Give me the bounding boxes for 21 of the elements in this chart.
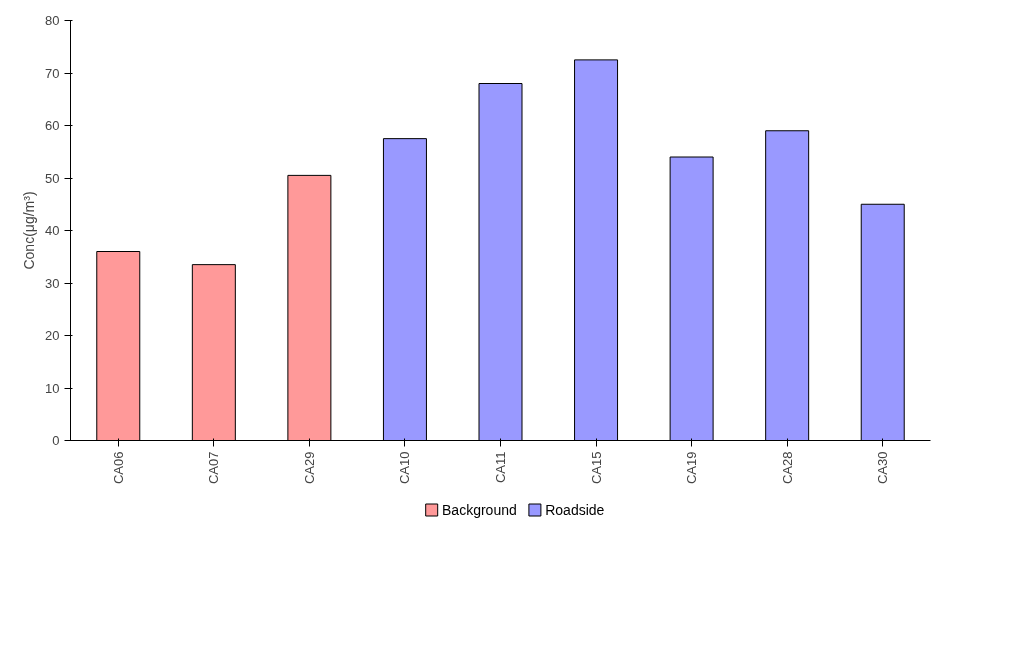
y-tick-label: 30 [45,275,60,291]
y-tick-label: 40 [45,223,60,238]
x-tick-label: CA06 [110,451,126,485]
x-tick-label: CA29 [301,451,317,485]
x-tick-label: CA11 [493,451,508,484]
y-tick-label: 10 [45,380,60,396]
x-tick-label: CA15 [588,451,604,485]
x-tick-label: CA19 [684,451,700,485]
legend-label: Background [442,502,517,518]
y-tick-label: 50 [45,170,60,186]
y-tick-label: 70 [45,65,60,81]
y-tick-label: 60 [45,118,60,133]
y-axis-title: Conc(μg/m³) [21,191,38,270]
x-tick-label: CA07 [206,451,222,485]
y-tick-label: 20 [45,328,60,343]
x-tick-label: CA28 [779,451,795,485]
y-tick-label: 0 [52,433,60,448]
y-tick-label: 80 [45,13,60,28]
legend-label: Roadside [545,502,605,518]
x-tick-label: CA30 [875,451,891,485]
x-tick-label: CA10 [397,451,413,485]
